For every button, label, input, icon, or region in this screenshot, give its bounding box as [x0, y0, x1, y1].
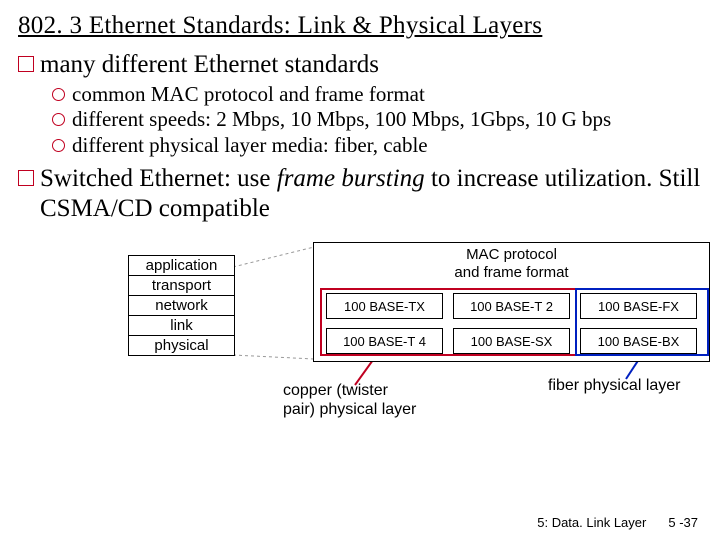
- phy-box: 100 BASE-T 2: [453, 293, 570, 319]
- diagram: application transport network link physi…: [18, 237, 702, 447]
- phy-row-1: 100 BASE-TX 100 BASE-T 2 100 BASE-FX: [326, 293, 697, 319]
- protocol-stack: application transport network link physi…: [128, 255, 235, 356]
- phy-box: 100 BASE-SX: [453, 328, 570, 354]
- phy-box: 100 BASE-FX: [580, 293, 697, 319]
- circle-bullet-icon: [52, 113, 65, 126]
- sub-bullet: common MAC protocol and frame format: [52, 82, 702, 108]
- phy-box: 100 BASE-TX: [326, 293, 443, 319]
- circle-bullet-icon: [52, 88, 65, 101]
- stack-layer: network: [129, 296, 234, 316]
- bullet-1-text: many different Ethernet standards: [40, 50, 379, 80]
- mac-title-line: MAC protocol: [466, 246, 557, 263]
- copper-label: copper (twister pair) physical layer: [283, 382, 416, 419]
- bullet-2-pre: Switched Ethernet: use: [40, 165, 277, 192]
- phy-row-2: 100 BASE-T 4 100 BASE-SX 100 BASE-BX: [326, 328, 697, 354]
- stack-layer: application: [129, 256, 234, 276]
- mac-title-line: and frame format: [454, 264, 568, 281]
- mac-title: MAC protocol and frame format: [314, 246, 709, 281]
- phy-box: 100 BASE-T 4: [326, 328, 443, 354]
- footer-page: 5 -37: [668, 515, 698, 530]
- sub-bullet: different speeds: 2 Mbps, 10 Mbps, 100 M…: [52, 107, 702, 133]
- copper-label-line: pair) physical layer: [283, 401, 416, 418]
- circle-bullet-icon: [52, 139, 65, 152]
- fiber-label: fiber physical layer: [548, 377, 681, 395]
- slide-title: 802. 3 Ethernet Standards: Link & Physic…: [18, 12, 702, 40]
- sub-bullet-text: common MAC protocol and frame format: [72, 82, 425, 108]
- copper-label-line: copper (twister: [283, 382, 388, 399]
- stack-layer: transport: [129, 276, 234, 296]
- square-bullet-icon: [18, 56, 34, 72]
- bullet-2: Switched Ethernet: use frame bursting to…: [18, 164, 702, 223]
- mac-box: MAC protocol and frame format 100 BASE-T…: [313, 242, 710, 362]
- stack-layer: physical: [129, 336, 234, 355]
- square-bullet-icon: [18, 170, 34, 186]
- bullet-1: many different Ethernet standards: [18, 50, 702, 80]
- phy-box: 100 BASE-BX: [580, 328, 697, 354]
- sub-bullet-text: different physical layer media: fiber, c…: [72, 133, 428, 159]
- footer-chapter: 5: Data. Link Layer: [537, 515, 646, 530]
- bullet-1-subs: common MAC protocol and frame format dif…: [52, 82, 702, 159]
- sub-bullet: different physical layer media: fiber, c…: [52, 133, 702, 159]
- sub-bullet-text: different speeds: 2 Mbps, 10 Mbps, 100 M…: [72, 107, 611, 133]
- bullet-2-em: frame bursting: [277, 165, 425, 192]
- slide-footer: 5: Data. Link Layer 5 -37: [537, 515, 698, 530]
- stack-layer: link: [129, 316, 234, 336]
- bullet-2-text: Switched Ethernet: use frame bursting to…: [40, 164, 702, 223]
